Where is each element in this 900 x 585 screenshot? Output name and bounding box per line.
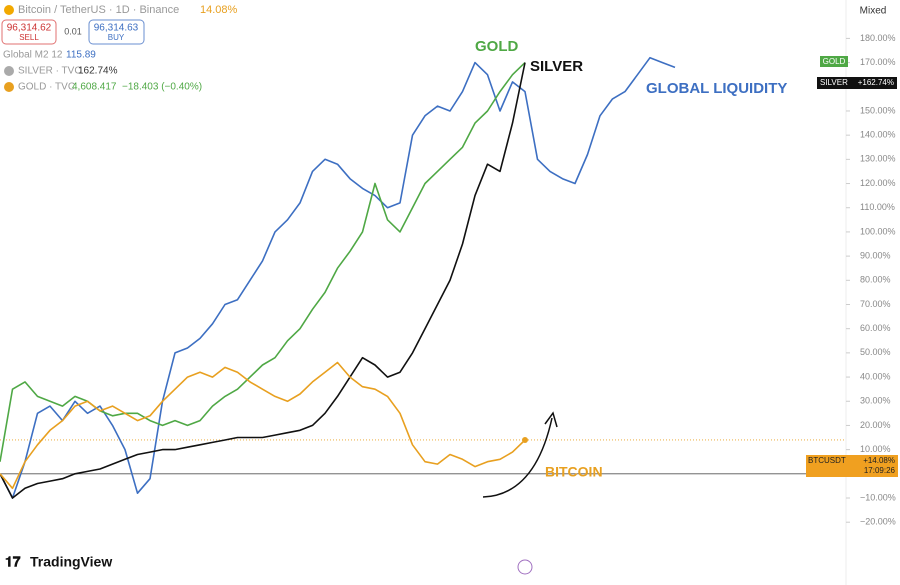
btc-badge-text: BTCUSDT [808,456,846,465]
y-tick-label: 50.00% [860,347,891,357]
gold-badge-text: GOLD [823,57,846,66]
silver-badge [817,77,897,89]
buy-price: 96,314.63 [94,23,139,34]
trend-arrow [482,417,553,498]
annotation-gold: GOLD [475,38,518,55]
y-tick-label: 130.00% [860,154,896,164]
btc-badge [806,455,898,477]
scale-mode[interactable]: Mixed [860,6,887,17]
legend-silver-value: 162.74% [78,66,118,77]
spread: 0.01 [64,26,82,36]
series-line [0,56,676,499]
sell-button[interactable] [1,19,57,45]
y-tick-label: 10.00% [860,444,891,454]
annotation-liquidity: GLOBAL LIQUIDITY [646,80,787,97]
legend-gold: GOLD · TVC [18,82,75,93]
y-tick-label: 20.00% [860,420,891,430]
y-tick-label: 70.00% [860,299,891,309]
silver-badge-pct: +162.74% [858,78,894,87]
btc-badge-time: 17:09:26 [864,466,896,475]
legend-m2: Global M2 12 [3,50,63,61]
legend-gold-change: −18.403 (−0.40%) [122,82,202,93]
silver-badge-text: SILVER [820,78,848,87]
y-tick-label: 30.00% [860,396,891,406]
y-tick-label: 170.00% [860,57,896,67]
symbol-change: 14.08% [200,4,238,16]
series-line [0,361,526,490]
y-tick-label: 140.00% [860,130,896,140]
arrow-head [544,411,558,428]
y-tick-label: 110.00% [860,202,895,212]
series-line [0,62,526,499]
y-tick-label: 90.00% [860,250,891,260]
sell-label: SELL [19,33,39,42]
gold-icon [4,82,14,92]
y-tick-label: 180.00% [860,33,896,43]
y-tick-label: 150.00% [860,105,896,115]
y-tick-label: 120.00% [860,178,896,188]
sell-price: 96,314.62 [7,23,52,34]
annotation-silver: SILVER [530,58,583,75]
legend-gold-price: 4,608.417 [72,82,117,93]
y-tick-label: 40.00% [860,371,891,381]
symbol-icon [4,5,14,15]
buy-button[interactable] [88,19,145,45]
legend-silver: SILVER · TVC [18,66,82,77]
brand: TradingView [30,554,112,570]
y-tick-label: 100.00% [860,226,896,236]
y-tick-label: 80.00% [860,275,891,285]
y-tick-label: 60.00% [860,323,891,333]
silver-icon [4,66,14,76]
annotation-bitcoin: BITCOIN [545,464,603,480]
gold-badge [820,56,848,67]
buy-label: BUY [108,33,125,42]
brand-logo: 𝟏𝟕 [5,554,21,570]
y-tick-label: −20.00% [860,517,896,527]
legend-m2-value: 115.89 [66,50,96,61]
btc-badge-pct: +14.08% [863,456,895,465]
last-point [522,436,528,443]
y-tick-label: −10.00% [860,492,896,502]
symbol: Bitcoin / TetherUS · 1D · Binance [18,4,179,16]
flash-icon[interactable] [517,559,533,575]
